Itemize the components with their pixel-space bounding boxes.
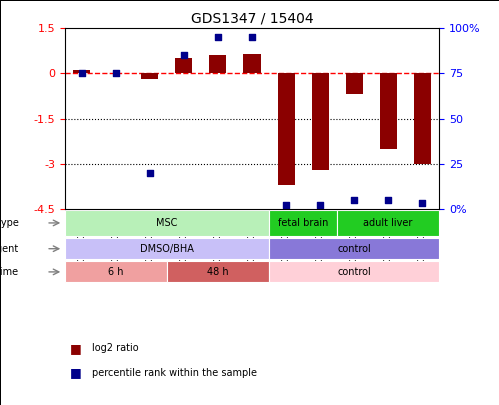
Point <box>146 169 154 176</box>
Point <box>180 52 188 59</box>
Point <box>78 70 86 77</box>
Text: log2 ratio: log2 ratio <box>92 343 139 353</box>
Bar <box>345 73 363 94</box>
Bar <box>244 54 260 73</box>
Text: agent: agent <box>0 244 19 254</box>
FancyBboxPatch shape <box>269 238 439 259</box>
Bar <box>380 73 397 149</box>
Point <box>316 202 324 209</box>
Point <box>418 200 426 207</box>
Bar <box>414 73 431 164</box>
Text: DMSO/BHA: DMSO/BHA <box>140 244 194 254</box>
Text: control: control <box>337 267 371 277</box>
FancyBboxPatch shape <box>65 210 269 236</box>
Point <box>214 34 222 40</box>
Point <box>350 196 358 203</box>
Bar <box>176 58 193 73</box>
Point <box>282 202 290 209</box>
Text: MSC: MSC <box>156 218 178 228</box>
Text: 6 h: 6 h <box>108 267 124 277</box>
Point <box>384 196 392 203</box>
Point <box>112 70 120 77</box>
FancyBboxPatch shape <box>65 262 167 282</box>
FancyBboxPatch shape <box>167 262 269 282</box>
Bar <box>210 55 227 73</box>
Title: GDS1347 / 15404: GDS1347 / 15404 <box>191 12 313 26</box>
FancyBboxPatch shape <box>269 210 337 236</box>
Bar <box>73 70 90 73</box>
Bar <box>141 73 159 79</box>
Text: fetal brain: fetal brain <box>278 218 328 228</box>
Bar <box>277 73 294 185</box>
Text: ■: ■ <box>70 342 82 355</box>
Point <box>248 34 256 40</box>
Text: percentile rank within the sample: percentile rank within the sample <box>92 368 257 377</box>
Text: cell type: cell type <box>0 218 19 228</box>
FancyBboxPatch shape <box>269 262 439 282</box>
Text: ■: ■ <box>70 366 82 379</box>
FancyBboxPatch shape <box>337 210 439 236</box>
Bar <box>311 73 328 170</box>
FancyBboxPatch shape <box>65 238 269 259</box>
Text: adult liver: adult liver <box>363 218 413 228</box>
Text: time: time <box>0 267 19 277</box>
Text: control: control <box>337 244 371 254</box>
Text: 48 h: 48 h <box>207 267 229 277</box>
